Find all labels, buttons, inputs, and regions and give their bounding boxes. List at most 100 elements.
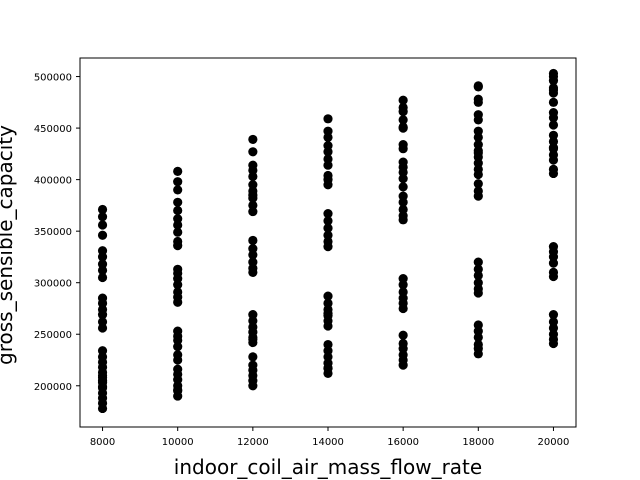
data-point bbox=[548, 130, 559, 140]
data-point bbox=[97, 293, 108, 303]
x-tick-label: 8000 bbox=[90, 437, 115, 448]
data-point bbox=[398, 122, 408, 132]
x-tick-label: 16000 bbox=[387, 437, 419, 448]
data-point bbox=[323, 141, 333, 151]
y-tick-label: 200000 bbox=[34, 382, 72, 393]
data-point bbox=[97, 346, 108, 356]
data-point bbox=[248, 180, 258, 190]
data-point bbox=[398, 191, 408, 201]
data-point bbox=[173, 287, 183, 297]
x-tick-label: 12000 bbox=[237, 437, 269, 448]
data-point bbox=[248, 360, 258, 370]
data-point bbox=[398, 330, 408, 340]
data-point bbox=[473, 126, 483, 136]
data-point bbox=[248, 244, 258, 254]
data-point bbox=[248, 190, 258, 200]
data-point bbox=[548, 310, 559, 320]
data-point bbox=[548, 164, 559, 174]
data-point bbox=[173, 385, 183, 395]
data-point bbox=[473, 320, 483, 330]
data-point bbox=[173, 350, 183, 360]
x-axis-ticks: 8000 10000 12000 14000 16000 18000 20000 bbox=[90, 427, 570, 448]
x-tick-label: 20000 bbox=[538, 437, 570, 448]
x-axis-label: indoor_coil_air_mass_flow_rate bbox=[174, 455, 482, 479]
data-point bbox=[323, 216, 333, 226]
data-point bbox=[248, 147, 258, 157]
data-point bbox=[323, 309, 333, 319]
data-point bbox=[97, 370, 108, 381]
data-point bbox=[473, 179, 483, 189]
data-point bbox=[473, 339, 483, 350]
data-point bbox=[473, 278, 483, 288]
data-point bbox=[173, 236, 183, 247]
data-point bbox=[173, 214, 183, 224]
data-point bbox=[548, 120, 559, 130]
data-point bbox=[548, 68, 559, 79]
data-point bbox=[473, 264, 483, 274]
data-point bbox=[248, 235, 258, 246]
data-point bbox=[248, 134, 258, 145]
data-point bbox=[97, 220, 108, 230]
data-point bbox=[97, 317, 108, 327]
y-tick-label: 450000 bbox=[34, 124, 72, 135]
data-point bbox=[473, 148, 483, 158]
y-tick-label: 400000 bbox=[34, 176, 72, 187]
data-point bbox=[173, 264, 183, 274]
data-point bbox=[323, 363, 333, 373]
data-point bbox=[173, 185, 183, 195]
data-point bbox=[173, 166, 183, 176]
data-point bbox=[548, 267, 559, 277]
data-point bbox=[323, 209, 333, 219]
data-point bbox=[398, 115, 408, 125]
data-point bbox=[548, 317, 559, 327]
data-point bbox=[548, 83, 559, 93]
data-point bbox=[473, 81, 483, 91]
data-point bbox=[248, 257, 258, 267]
data-point bbox=[398, 204, 408, 215]
x-tick-label: 14000 bbox=[312, 437, 344, 448]
data-point bbox=[323, 154, 333, 164]
data-point bbox=[398, 287, 408, 297]
data-point bbox=[398, 338, 408, 349]
data-point bbox=[323, 230, 333, 240]
data-point bbox=[548, 97, 559, 107]
data-point bbox=[323, 339, 333, 350]
data-point bbox=[323, 175, 333, 185]
data-point bbox=[97, 212, 108, 222]
x-tick-label: 18000 bbox=[462, 437, 494, 448]
data-point bbox=[473, 94, 483, 104]
data-point bbox=[398, 157, 408, 167]
data-point bbox=[398, 273, 408, 284]
data-point bbox=[173, 205, 183, 216]
data-point bbox=[323, 298, 333, 308]
data-point bbox=[97, 230, 108, 240]
data-point bbox=[398, 102, 408, 113]
data-point bbox=[398, 95, 408, 105]
data-point bbox=[97, 259, 108, 269]
data-point bbox=[173, 364, 183, 374]
data-point bbox=[173, 326, 183, 336]
y-tick-label: 500000 bbox=[34, 73, 72, 84]
data-point bbox=[173, 197, 183, 207]
data-point bbox=[323, 223, 333, 233]
data-point bbox=[248, 200, 258, 210]
data-point bbox=[473, 257, 483, 267]
y-axis-label: gross_sensible_capacity bbox=[0, 125, 17, 365]
data-point bbox=[398, 139, 408, 150]
data-point bbox=[248, 334, 258, 344]
data-points bbox=[97, 68, 559, 414]
y-tick-label: 350000 bbox=[34, 227, 72, 238]
data-point bbox=[173, 227, 183, 237]
y-tick-label: 250000 bbox=[34, 330, 72, 341]
data-point bbox=[473, 139, 483, 150]
data-point bbox=[323, 291, 333, 301]
data-point bbox=[473, 110, 483, 120]
data-point bbox=[248, 160, 258, 170]
data-point bbox=[248, 352, 258, 362]
data-point bbox=[548, 144, 559, 154]
data-point bbox=[323, 126, 333, 136]
data-point bbox=[173, 177, 183, 187]
data-point bbox=[97, 272, 108, 283]
data-point bbox=[398, 182, 408, 192]
